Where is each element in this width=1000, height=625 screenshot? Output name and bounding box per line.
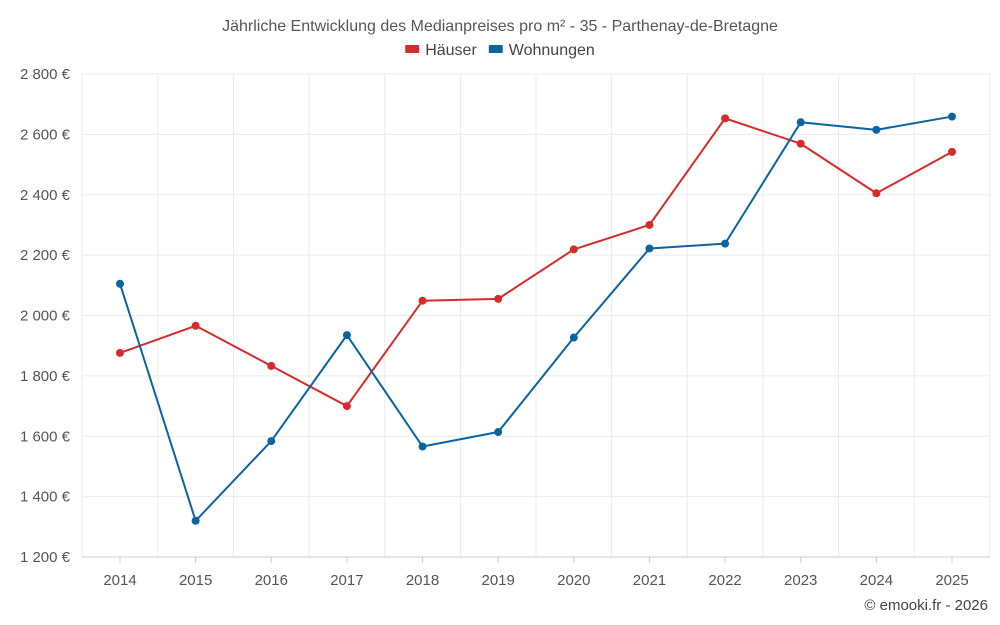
credit-text: © emooki.fr - 2026 xyxy=(864,597,988,614)
data-point-häuser xyxy=(721,114,730,123)
legend-label-wohnungen: Wohnungen xyxy=(509,42,595,59)
y-tick-label: 2 000 € xyxy=(20,308,71,325)
x-tick-label: 2023 xyxy=(784,572,817,589)
x-tick-label: 2020 xyxy=(557,572,590,589)
x-tick-label: 2015 xyxy=(179,572,212,589)
y-tick-label: 1 800 € xyxy=(20,368,71,385)
data-point-häuser xyxy=(645,220,654,229)
data-point-wohnungen xyxy=(645,244,654,253)
chart-title: Jährliche Entwicklung des Medianpreises … xyxy=(222,18,778,35)
x-tick-label: 2022 xyxy=(708,572,741,589)
data-point-wohnungen xyxy=(418,442,427,451)
y-axis: 1 200 € 1 400 € 1 600 € 1 800 € 2 000 € 2 200… xyxy=(20,66,71,566)
series-line-wohnungen xyxy=(119,115,953,522)
data-point-wohnungen xyxy=(569,333,578,342)
x-tick-label: 2017 xyxy=(330,572,363,589)
data-point-häuser xyxy=(872,189,881,198)
data-point-wohnungen xyxy=(494,428,503,437)
data-point-wohnungen xyxy=(948,112,956,121)
data-point-wohnungen xyxy=(872,125,881,134)
data-point-wohnungen xyxy=(721,239,730,248)
data-point-häuser xyxy=(494,294,503,303)
x-axis: 2014 2015 2016 2017 2018 2019 2020 2021 2022 2023… xyxy=(82,556,990,589)
data-point-häuser xyxy=(191,321,200,330)
data-point-wohnungen xyxy=(191,516,200,525)
x-tick-label: 2019 xyxy=(481,572,514,589)
data-point-häuser xyxy=(418,296,427,305)
legend-swatch-häuser xyxy=(405,45,420,53)
grid-lines xyxy=(81,73,991,558)
y-tick-label: 1 200 € xyxy=(20,549,71,566)
data-point-häuser xyxy=(116,348,124,357)
data-point-häuser xyxy=(796,139,805,148)
x-tick-label: 2016 xyxy=(255,572,288,589)
series-line-häuser xyxy=(119,117,953,408)
x-tick-label: 2014 xyxy=(103,572,136,589)
y-tick-label: 2 200 € xyxy=(20,247,71,264)
y-tick-label: 2 600 € xyxy=(20,126,71,143)
data-point-häuser xyxy=(342,402,351,411)
x-tick-label: 2024 xyxy=(860,572,893,589)
legend-label-häuser: Häuser xyxy=(425,42,477,59)
series-layer xyxy=(116,112,956,525)
y-tick-label: 1 400 € xyxy=(20,489,71,506)
x-tick-label: 2025 xyxy=(935,572,968,589)
y-tick-label: 1 600 € xyxy=(20,428,71,445)
data-point-wohnungen xyxy=(342,331,351,340)
legend: Häuser Wohnungen xyxy=(405,42,595,59)
data-point-häuser xyxy=(267,361,276,370)
data-point-häuser xyxy=(569,245,578,254)
data-point-häuser xyxy=(948,147,956,156)
x-tick-label: 2021 xyxy=(633,572,666,589)
y-tick-label: 2 800 € xyxy=(20,66,71,83)
data-point-wohnungen xyxy=(116,279,124,288)
data-point-wohnungen xyxy=(796,118,805,127)
legend-swatch-wohnungen xyxy=(488,45,503,53)
data-point-wohnungen xyxy=(267,437,276,446)
y-tick-label: 2 400 € xyxy=(20,187,71,204)
x-tick-label: 2018 xyxy=(406,572,439,589)
